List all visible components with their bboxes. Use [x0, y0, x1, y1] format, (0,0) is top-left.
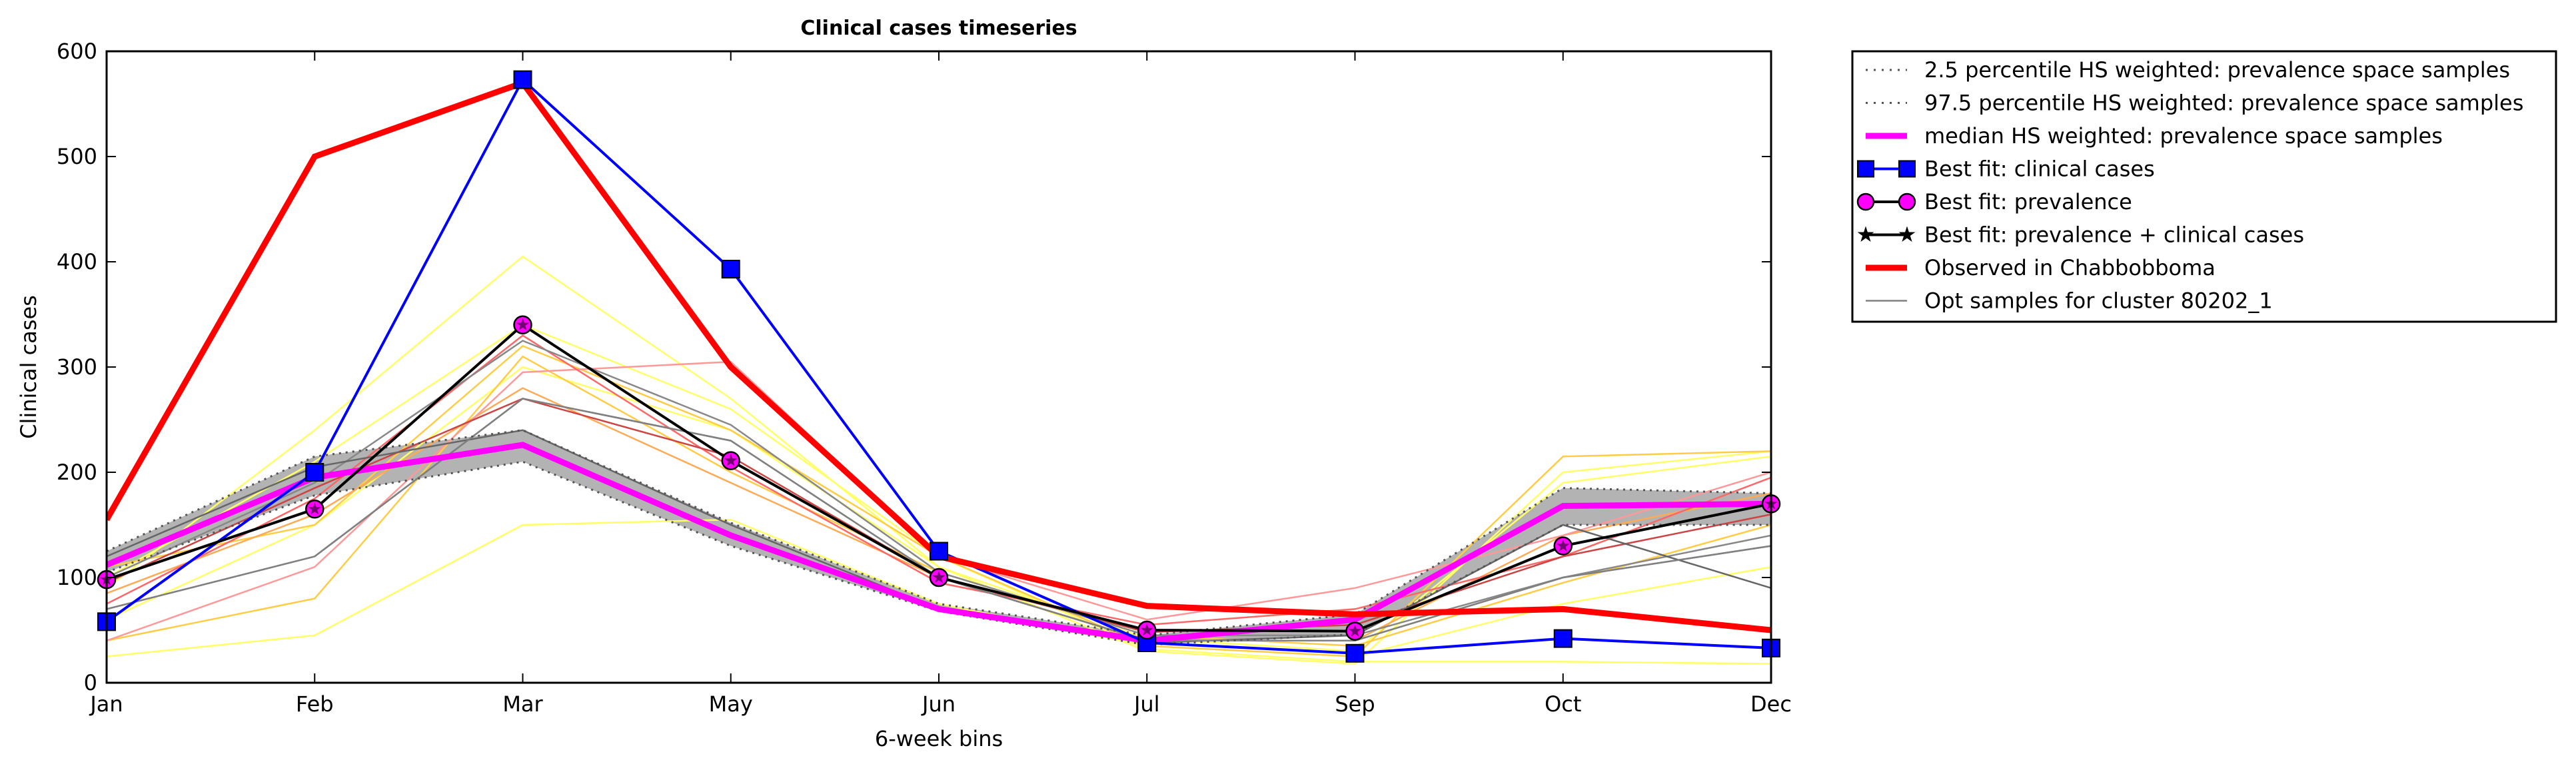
series-4-point-8: [1553, 629, 1573, 648]
legend-item-4-label: Best fit: clinical cases: [1924, 157, 2155, 182]
legend-frame: [1851, 50, 2557, 323]
y-tick-label-4: 300: [57, 354, 97, 380]
chart-title: Clinical cases timeseries: [800, 17, 1077, 40]
legend-item-5: Best fit: prevalence: [1856, 189, 2132, 214]
series-4-point-2: [305, 463, 324, 482]
x-tick-label-1: Jan: [89, 691, 123, 717]
legend-item-1: 2.5 percentile HS weighted: prevalence s…: [1866, 57, 2510, 83]
x-tick-label-3: Mar: [502, 691, 543, 717]
y-axis: 0 100 200 300 400 500 600: [57, 39, 1771, 695]
series-4-point-5: [930, 542, 948, 561]
series-6-point-3: [516, 318, 529, 330]
series-6-point-7: [1349, 624, 1361, 637]
legend-item-6-marker-right: [1898, 226, 1916, 242]
x-tick-label-6: Jul: [1133, 691, 1160, 717]
series-6-point-4: [724, 454, 738, 466]
legend-item-3-label: median HS weighted: prevalence space sam…: [1924, 123, 2443, 149]
sample-line-1: [107, 518, 1771, 657]
legend-item-2-label: 97.5 percentile HS weighted: prevalence …: [1924, 91, 2523, 116]
legend-item-7: Observed in Chabbobboma: [1866, 255, 2216, 280]
legend-item-4-marker-right: [1898, 160, 1916, 178]
y-tick-label-2: 100: [57, 565, 97, 590]
legend-item-6: Best fit: prevalence + clinical cases: [1857, 222, 2304, 248]
series-4-point-7: [1345, 643, 1365, 663]
legend: 2.5 percentile HS weighted: prevalence s…: [1851, 50, 2557, 323]
y-axis-label: Clinical cases: [16, 295, 41, 439]
x-tick-label-2: Feb: [296, 691, 334, 717]
y-tick-label-1: 0: [84, 670, 97, 695]
x-tick-label-4: May: [709, 691, 753, 717]
legend-item-4: Best fit: clinical cases: [1857, 157, 2155, 182]
series-4-point-3: [513, 70, 532, 89]
legend-item-8-label: Opt samples for cluster 80202_1: [1924, 288, 2273, 314]
y-tick-label-6: 500: [57, 144, 97, 169]
x-tick-label-5: Jun: [921, 691, 956, 717]
legend-item-5-label: Best fit: prevalence: [1924, 189, 2132, 214]
series-6-point-8: [1557, 539, 1570, 552]
x-tick-label-9: Dec: [1750, 691, 1792, 717]
series-6-point-6: [1140, 623, 1153, 636]
y-tick-label-3: 200: [57, 460, 97, 485]
legend-item-6-marker-left: [1857, 226, 1874, 242]
legend-item-4-marker-left: [1857, 160, 1874, 178]
legend-item-5-marker-left: [1856, 193, 1875, 211]
legend-item-6-label: Best fit: prevalence + clinical cases: [1924, 222, 2304, 248]
y-tick-label-7: 600: [57, 39, 97, 64]
series-line-3: [107, 442, 1771, 644]
y-tick-label-5: 400: [57, 249, 97, 274]
legend-item-3: median HS weighted: prevalence space sam…: [1866, 123, 2443, 149]
x-axis: Jan Feb Mar May Jun Jul Sep Oct Dec: [89, 51, 1792, 717]
legend-item-1-label: 2.5 percentile HS weighted: prevalence s…: [1924, 57, 2510, 83]
legend-item-7-label: Observed in Chabbobboma: [1924, 255, 2216, 280]
series-4-point-4: [721, 260, 740, 279]
legend-item-5-marker-right: [1898, 193, 1916, 211]
x-tick-label-7: Sep: [1335, 691, 1375, 717]
legend-item-2: 97.5 percentile HS weighted: prevalence …: [1866, 91, 2523, 116]
x-axis-label: 6-week bins: [875, 726, 1003, 751]
series-6-point-2: [308, 502, 321, 515]
legend-item-8: Opt samples for cluster 80202_1: [1866, 288, 2273, 314]
x-tick-label-8: Oct: [1545, 691, 1581, 717]
series-6-point-5: [932, 571, 946, 583]
